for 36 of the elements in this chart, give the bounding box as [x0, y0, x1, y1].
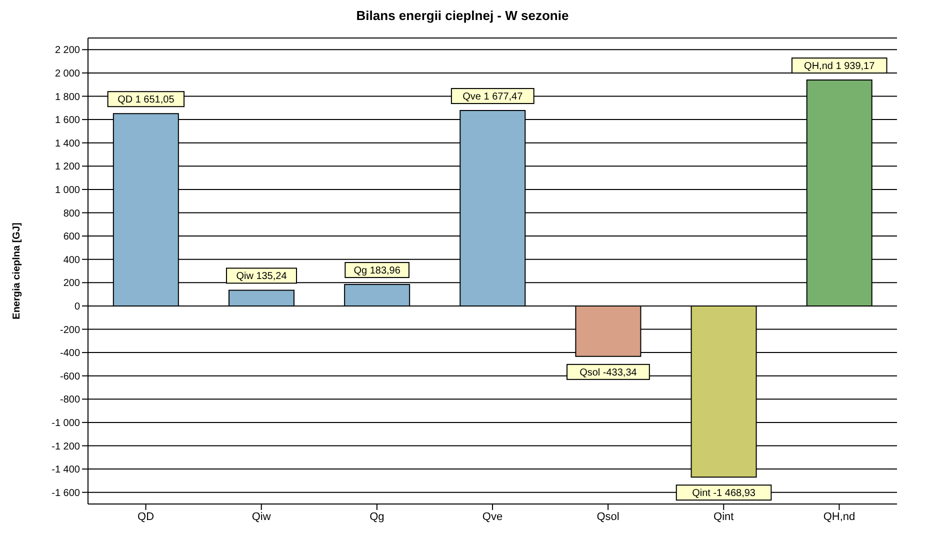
y-tick-label: 1 200: [54, 162, 80, 173]
y-tick-label: 2 000: [54, 68, 80, 80]
y-tick-label: -200: [60, 324, 80, 336]
x-tick-label: Qve: [482, 510, 503, 523]
chart-title: Bilans energii cieplnej - W sezonie: [355, 8, 570, 25]
y-tick-label: 0: [74, 302, 80, 312]
y-tick-label: 1 800: [54, 92, 80, 103]
y-tick-label: 1 400: [54, 138, 80, 150]
y-tick-label: 1 000: [54, 185, 80, 196]
y-tick-label: 200: [63, 278, 80, 290]
y-tick-label: -400: [60, 348, 80, 360]
data-label: Qint -1 468,93: [692, 488, 756, 500]
y-tick-label: -600: [60, 371, 80, 382]
y-tick-label: -1 000: [52, 418, 80, 429]
data-label: Qsol -433,34: [580, 367, 638, 378]
x-tick-label: Qiw: [252, 510, 271, 523]
x-tick-label: Qg: [370, 510, 384, 523]
y-tick-label: -1 600: [52, 488, 80, 499]
x-tick-label: QH,nd: [823, 510, 856, 523]
y-tick-label: -1 400: [52, 464, 80, 476]
y-tick-label: -800: [60, 394, 80, 406]
y-axis-title: Energia cieplna [GJ]: [12, 222, 23, 320]
y-tick-label: 400: [63, 254, 80, 266]
data-label: Qg 183,96: [354, 266, 401, 277]
y-tick-label: 2 200: [54, 45, 80, 56]
x-tick-label: QD: [138, 510, 154, 523]
y-tick-label: 600: [63, 232, 80, 243]
data-label: QD 1 651,05: [118, 94, 175, 106]
x-tick-label: Qsol: [596, 510, 620, 523]
y-tick-label: 800: [63, 208, 80, 220]
x-tick-label: Qint: [714, 510, 734, 523]
data-label: QH,nd 1 939,17: [804, 61, 876, 72]
y-tick-label: -1 200: [52, 441, 80, 452]
data-label: Qve 1 677,47: [462, 92, 524, 103]
y-tick-label: 1 600: [54, 115, 80, 126]
data-label: Qiw 135,24: [236, 271, 288, 282]
